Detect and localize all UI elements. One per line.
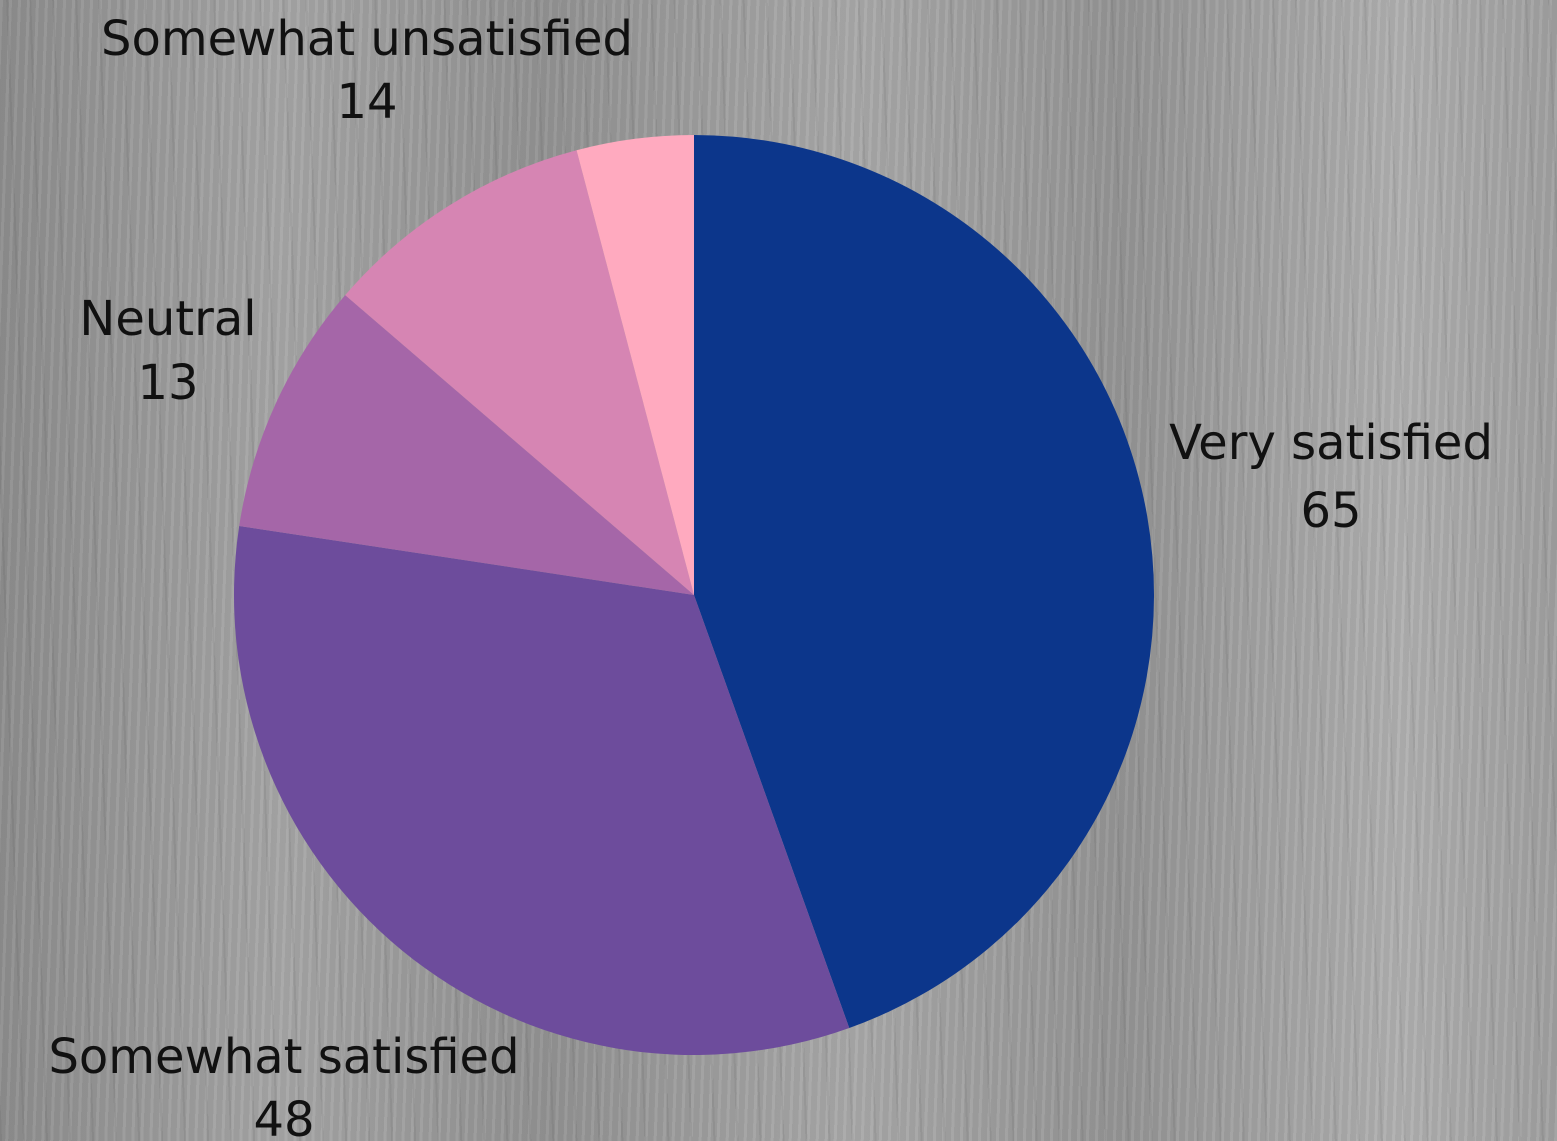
label-neutral-name: Neutral: [79, 291, 256, 347]
label-very-satisfied-name: Very satisfied: [1169, 415, 1493, 471]
label-neutral-value: 13: [137, 355, 198, 411]
label-very-satisfied-value: 65: [1300, 483, 1361, 539]
label-somewhat-unsatisfied-name: Somewhat unsatisfied: [101, 11, 633, 67]
pie-slice-somewhat-satisfied: [234, 525, 850, 1055]
pie-slice-somewhat-unsatisfied: [345, 150, 694, 595]
pie-slice-neutral: [239, 295, 694, 595]
pie-slice-very-satisfied: [694, 135, 1154, 1029]
data-labels: Very satisfied 65 Somewhat satisfied 48 …: [48, 11, 1492, 1141]
label-somewhat-unsatisfied-value: 14: [336, 74, 397, 130]
label-somewhat-satisfied-name: Somewhat satisfied: [48, 1029, 519, 1085]
pie-slice-very-unsatisfied: [576, 135, 694, 595]
pie-slices: [234, 135, 1154, 1055]
label-somewhat-satisfied-value: 48: [253, 1092, 314, 1141]
